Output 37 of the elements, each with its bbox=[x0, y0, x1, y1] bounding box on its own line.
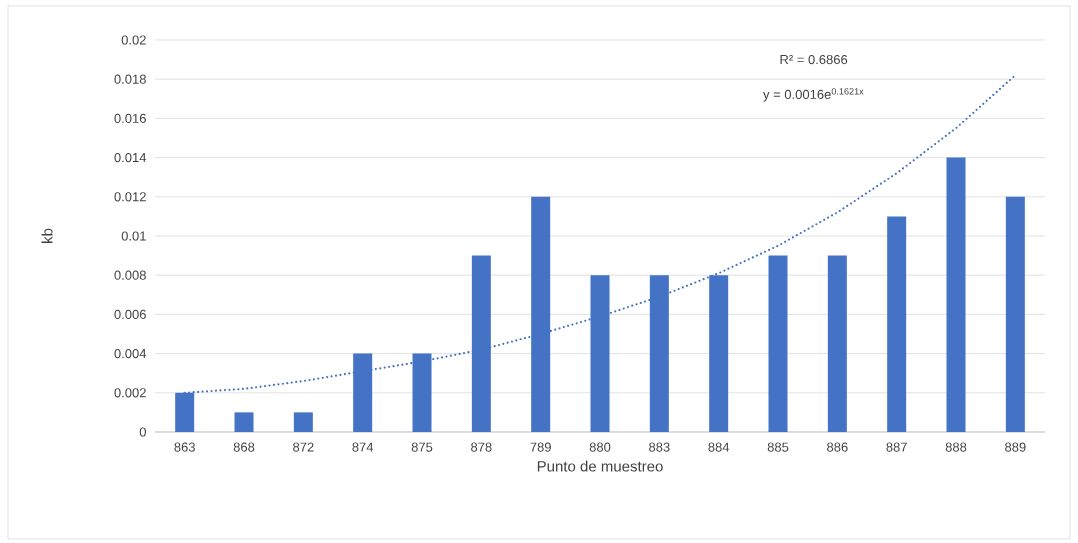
x-tick-label: 886 bbox=[827, 442, 848, 452]
x-tick-label: 875 bbox=[411, 442, 433, 452]
bar bbox=[946, 157, 966, 432]
y-tick-label: 0.008 bbox=[114, 270, 146, 280]
x-tick-label: 880 bbox=[589, 442, 611, 452]
x-tick-label: 888 bbox=[945, 442, 967, 452]
y-tick-label: 0 bbox=[139, 427, 146, 437]
x-tick-label: 878 bbox=[471, 442, 492, 452]
y-tick-label: 0.02 bbox=[121, 35, 146, 45]
x-axis-title: Punto de muestreo bbox=[537, 460, 663, 472]
bar bbox=[827, 255, 847, 432]
annotation: R² = 0.6866 bbox=[780, 54, 848, 65]
x-tick-label: 885 bbox=[767, 442, 789, 452]
y-tick-label: 0.016 bbox=[114, 113, 146, 123]
x-tick-label: 863 bbox=[174, 442, 195, 452]
x-tick-label: 884 bbox=[708, 442, 730, 452]
x-tick-label: 789 bbox=[530, 442, 551, 452]
y-tick-label: 0.01 bbox=[121, 231, 146, 241]
x-tick-label: 883 bbox=[649, 442, 670, 452]
x-tick-label: 874 bbox=[352, 442, 374, 452]
x-tick-label: 887 bbox=[886, 442, 907, 452]
y-axis-title: kb bbox=[41, 228, 53, 243]
bar bbox=[293, 412, 313, 432]
y-tick-label: 0.018 bbox=[114, 74, 146, 84]
x-tick-label: 868 bbox=[233, 442, 255, 452]
y-tick-label: 0.004 bbox=[114, 348, 147, 359]
bar bbox=[1005, 196, 1025, 432]
bar bbox=[887, 216, 907, 432]
x-tick-label: 872 bbox=[293, 442, 314, 452]
x-tick-label: 889 bbox=[1005, 442, 1026, 452]
y-tick-label: 0.012 bbox=[114, 192, 146, 202]
bar bbox=[234, 412, 254, 432]
bar bbox=[768, 255, 788, 432]
y-tick-label: 0.006 bbox=[114, 309, 146, 319]
annotation: y = 0.0016e$^{0.1621x}$ bbox=[763, 88, 864, 102]
y-tick-label: 0.002 bbox=[114, 388, 146, 398]
y-tick-label: 0.014 bbox=[114, 152, 147, 163]
